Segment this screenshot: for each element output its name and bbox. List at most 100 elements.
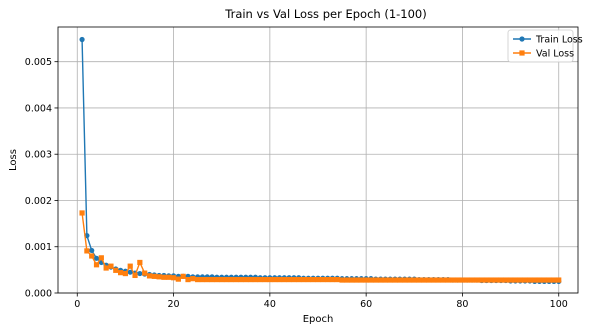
val-loss-point — [358, 277, 364, 283]
val-loss-point — [416, 277, 422, 283]
val-loss-point — [223, 276, 230, 283]
val-loss-point — [84, 248, 90, 254]
y-tick-label: 0.004 — [25, 103, 52, 114]
val-loss-point — [315, 276, 321, 283]
val-loss-point — [267, 276, 273, 283]
val-loss-point — [300, 276, 307, 283]
val-loss-point — [373, 277, 379, 283]
val-loss-point — [493, 277, 499, 283]
val-loss-point — [329, 276, 336, 283]
val-loss-point — [411, 277, 417, 283]
series-layer — [79, 36, 562, 285]
val-loss-point — [512, 277, 519, 283]
x-tick-label: 60 — [360, 299, 372, 310]
chart-title: Train vs Val Loss per Epoch (1-100) — [224, 7, 426, 21]
val-loss-point — [132, 272, 138, 279]
x-tick-label: 100 — [550, 299, 568, 310]
train-loss-point — [79, 36, 85, 43]
val-loss-point — [406, 277, 413, 283]
val-loss-point — [146, 273, 153, 279]
train-loss-point — [93, 255, 100, 261]
val-loss-point — [532, 277, 538, 283]
val-loss-point — [455, 277, 461, 283]
val-loss-point — [325, 276, 331, 283]
val-loss-point — [142, 270, 148, 276]
val-loss-point — [353, 277, 360, 283]
val-loss-point — [546, 277, 552, 283]
x-axis-title: Epoch — [303, 314, 334, 325]
val-loss-point — [276, 276, 283, 283]
x-tick-label: 80 — [456, 299, 468, 310]
val-loss-point — [397, 277, 403, 283]
val-loss-point — [402, 277, 408, 283]
grid-lines — [58, 27, 578, 294]
x-tick-label: 0 — [74, 299, 80, 310]
val-loss-point — [435, 277, 441, 283]
val-loss-point — [363, 277, 369, 283]
val-loss-point — [527, 277, 533, 283]
train-loss-line — [81, 39, 559, 283]
legend-train-loss-label: Train Loss — [535, 35, 583, 46]
val-loss-point — [368, 277, 374, 283]
val-loss-point — [281, 276, 287, 283]
val-loss-point — [156, 274, 162, 280]
val-loss-point — [450, 277, 456, 283]
val-loss-point — [262, 276, 268, 283]
val-loss-point — [170, 275, 177, 281]
val-loss-point — [426, 277, 432, 283]
val-loss-point — [214, 276, 220, 283]
val-loss-series — [79, 210, 562, 283]
val-loss-point — [195, 276, 201, 283]
legend-train-loss-marker — [519, 36, 525, 42]
val-loss-point — [89, 253, 95, 259]
val-loss-point — [291, 276, 297, 283]
val-loss-point — [113, 267, 119, 273]
val-loss-point — [445, 277, 451, 283]
val-loss-point — [392, 277, 398, 283]
y-axis-title: Loss — [8, 149, 19, 171]
val-loss-point — [185, 276, 191, 283]
val-loss-point — [296, 276, 302, 283]
val-loss-point — [108, 263, 114, 269]
x-tick-label: 40 — [264, 299, 276, 310]
val-loss-point — [199, 276, 206, 283]
val-loss-point — [498, 277, 504, 283]
val-loss-point — [536, 277, 543, 283]
val-loss-point — [233, 276, 239, 283]
x-tick-label: 20 — [168, 299, 180, 310]
train-loss-point — [137, 270, 143, 277]
val-loss-point — [522, 277, 528, 283]
val-loss-point — [507, 277, 514, 283]
val-loss-point — [151, 273, 157, 279]
val-loss-point — [344, 277, 350, 283]
val-loss-point — [334, 276, 340, 283]
val-loss-point — [479, 277, 485, 283]
val-loss-point — [166, 274, 172, 280]
train-loss-point — [127, 269, 133, 275]
val-loss-point — [238, 276, 244, 283]
val-loss-point — [98, 255, 104, 261]
val-loss-point — [252, 276, 259, 283]
val-loss-point — [79, 210, 85, 216]
val-loss-point — [175, 276, 181, 282]
val-loss-point — [421, 277, 427, 283]
val-loss-point — [117, 270, 124, 276]
legend-val-loss-marker — [519, 50, 525, 56]
y-tick-label: 0.005 — [25, 57, 52, 68]
y-tick-label: 0.003 — [25, 150, 52, 161]
val-loss-point — [483, 277, 490, 283]
val-loss-point — [209, 276, 215, 283]
val-loss-point — [440, 277, 446, 283]
val-loss-point — [459, 277, 466, 283]
val-loss-point — [204, 276, 210, 283]
val-loss-point — [464, 277, 470, 283]
y-tick-label: 0.001 — [25, 242, 52, 253]
val-loss-point — [320, 276, 326, 283]
val-loss-point — [243, 276, 249, 283]
val-loss-point — [488, 277, 494, 283]
val-loss-point — [247, 276, 254, 283]
y-tick-label: 0.000 — [25, 289, 52, 300]
val-loss-point — [377, 277, 384, 283]
legend: Train Loss Val Loss — [507, 29, 583, 63]
